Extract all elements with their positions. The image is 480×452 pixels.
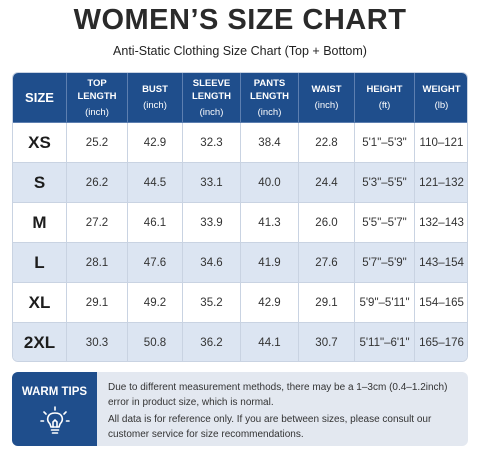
column-unit: (inch) bbox=[85, 106, 109, 118]
header-cell: BUST (inch) bbox=[128, 73, 183, 123]
value-cell: 36.2 bbox=[183, 323, 241, 361]
value-cell: 5'11"–6'1" bbox=[355, 323, 415, 361]
value-cell: 24.4 bbox=[299, 163, 355, 203]
column-name: SIZE bbox=[25, 90, 54, 105]
value-cell: 42.9 bbox=[128, 123, 183, 163]
value-cell: 121–132 bbox=[415, 163, 467, 203]
value-cell: 35.2 bbox=[183, 283, 241, 323]
value-cell: 34.6 bbox=[183, 243, 241, 283]
column-name: WAIST bbox=[311, 84, 342, 95]
header-cell: PANTS LENGTH (inch) bbox=[241, 73, 299, 123]
value-cell: 41.9 bbox=[241, 243, 299, 283]
size-cell: 2XL bbox=[13, 323, 67, 361]
value-cell: 5'1"–5'3" bbox=[355, 123, 415, 163]
value-cell: 49.2 bbox=[128, 283, 183, 323]
column-name: SLEEVE LENGTH bbox=[191, 77, 232, 102]
value-cell: 5'9"–5'11" bbox=[355, 283, 415, 323]
column-name: BUST bbox=[142, 84, 168, 95]
column-name: HEIGHT bbox=[366, 84, 403, 95]
column-unit: (inch) bbox=[314, 100, 339, 111]
value-cell: 33.9 bbox=[183, 203, 241, 243]
subtitle: Anti-Static Clothing Size Chart (Top + B… bbox=[113, 44, 367, 58]
value-cell: 132–143 bbox=[415, 203, 467, 243]
value-cell: 26.0 bbox=[299, 203, 355, 243]
value-cell: 44.5 bbox=[128, 163, 183, 203]
tip-line: All data is for reference only. If you a… bbox=[108, 414, 432, 440]
size-cell: M bbox=[13, 203, 67, 243]
header-cell: HEIGHT (ft) bbox=[355, 73, 415, 123]
column-name: PANTS LENGTH bbox=[249, 77, 290, 102]
value-cell: 44.1 bbox=[241, 323, 299, 361]
column-unit: (inch) bbox=[257, 106, 282, 118]
warm-tips: WARM TIPS Due to different measurement m… bbox=[12, 372, 468, 446]
tips-badge: WARM TIPS bbox=[12, 372, 97, 446]
size-cell: XS bbox=[13, 123, 67, 163]
value-cell: 40.0 bbox=[241, 163, 299, 203]
header-cell: WAIST (inch) bbox=[299, 73, 355, 123]
value-cell: 33.1 bbox=[183, 163, 241, 203]
value-cell: 50.8 bbox=[128, 323, 183, 361]
value-cell: 27.2 bbox=[67, 203, 128, 243]
column-unit: (ft) bbox=[378, 100, 391, 111]
value-cell: 5'3"–5'5" bbox=[355, 163, 415, 203]
bulb-icon bbox=[40, 406, 70, 434]
value-cell: 154–165 bbox=[415, 283, 467, 323]
column-unit: (lb) bbox=[434, 100, 449, 111]
value-cell: 28.1 bbox=[67, 243, 128, 283]
value-cell: 143–154 bbox=[415, 243, 467, 283]
size-cell: L bbox=[13, 243, 67, 283]
tip-line: Due to different measurement methods, th… bbox=[108, 382, 448, 408]
column-unit: (inch) bbox=[143, 100, 167, 111]
value-cell: 27.6 bbox=[299, 243, 355, 283]
value-cell: 41.3 bbox=[241, 203, 299, 243]
value-cell: 42.9 bbox=[241, 283, 299, 323]
value-cell: 110–121 bbox=[415, 123, 467, 163]
tips-label: WARM TIPS bbox=[21, 386, 88, 398]
value-cell: 30.3 bbox=[67, 323, 128, 361]
size-table: SIZE TOP LENGTH (inch) BUST (inch) SLEEVE LEN… bbox=[12, 72, 468, 362]
value-cell: 30.7 bbox=[299, 323, 355, 361]
value-cell: 26.2 bbox=[67, 163, 128, 203]
size-cell: XL bbox=[13, 283, 67, 323]
value-cell: 32.3 bbox=[183, 123, 241, 163]
title: WOMEN’S SIZE CHART bbox=[73, 4, 407, 36]
column-name: TOP LENGTH bbox=[77, 77, 117, 102]
value-cell: 22.8 bbox=[299, 123, 355, 163]
header-cell: SIZE bbox=[13, 73, 67, 123]
value-cell: 5'5"–5'7" bbox=[355, 203, 415, 243]
size-cell: S bbox=[13, 163, 67, 203]
header-cell: WEIGHT (lb) bbox=[415, 73, 467, 123]
column-name: WEIGHT bbox=[422, 84, 461, 95]
value-cell: 29.1 bbox=[67, 283, 128, 323]
value-cell: 165–176 bbox=[415, 323, 467, 361]
value-cell: 5'7"–5'9" bbox=[355, 243, 415, 283]
column-unit: (inch) bbox=[199, 106, 224, 118]
value-cell: 25.2 bbox=[67, 123, 128, 163]
value-cell: 47.6 bbox=[128, 243, 183, 283]
header-cell: SLEEVE LENGTH (inch) bbox=[183, 73, 241, 123]
tips-text: Due to different measurement methods, th… bbox=[108, 380, 460, 444]
value-cell: 46.1 bbox=[128, 203, 183, 243]
value-cell: 29.1 bbox=[299, 283, 355, 323]
header-cell: TOP LENGTH (inch) bbox=[67, 73, 128, 123]
value-cell: 38.4 bbox=[241, 123, 299, 163]
